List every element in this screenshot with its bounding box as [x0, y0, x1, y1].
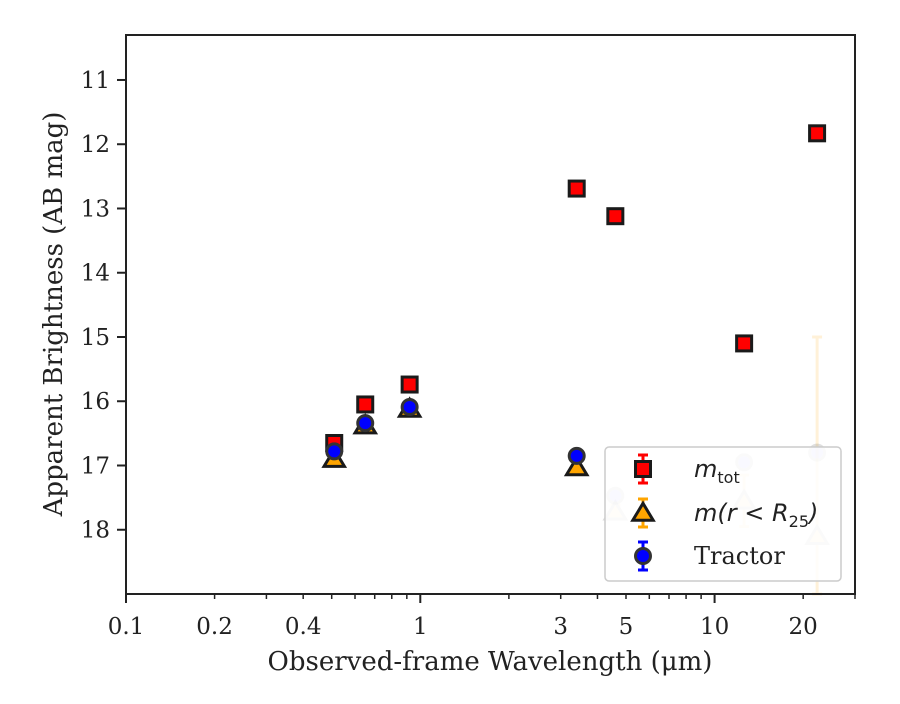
- marker-s1-p3: [563, 454, 590, 477]
- legend-box: [604, 446, 842, 582]
- plot-frame: [125, 34, 856, 595]
- y-axis-label: Apparent Brightness (AB mag): [39, 112, 69, 518]
- marker-s0-p6: [808, 124, 827, 143]
- y-tick-label-2: 13: [81, 196, 110, 222]
- legend-label-0: mtot: [694, 455, 740, 487]
- legend-marker-1: [630, 500, 656, 522]
- legend-marker-0: [634, 460, 652, 478]
- legend-label-1: m(r < R25): [694, 499, 818, 531]
- legend-item-2: Tractor: [634, 540, 785, 572]
- series-0: [325, 124, 827, 453]
- y-tick-label-0: 11: [81, 68, 110, 94]
- x-tick-label-3: 1: [413, 614, 428, 640]
- x-axis-label: Observed-frame Wavelength (μm): [268, 647, 713, 677]
- legend-item-1: m(r < R25): [630, 497, 818, 531]
- y-tick-label-7: 18: [81, 518, 110, 544]
- x-tick-label-1: 0.2: [196, 614, 233, 640]
- legend-marker-2: [634, 547, 652, 565]
- marker-s2-p1: [356, 414, 375, 433]
- marker-s2-p3: [567, 446, 586, 465]
- y-tick-label-3: 14: [81, 261, 110, 287]
- data-point-s2-p2: [400, 398, 419, 417]
- data-point-s0-p1: [356, 395, 375, 414]
- data-point-s0-p6: [808, 124, 827, 143]
- data-point-s1-p3: [563, 454, 590, 477]
- legend-item-0: mtot: [634, 453, 740, 487]
- legend: mtot m(r < R25) Tractor: [604, 446, 842, 582]
- marker-s0-p5: [735, 334, 754, 353]
- x-tick-label-2: 0.4: [285, 614, 322, 640]
- y-tick-label-4: 15: [81, 325, 110, 351]
- y-tick-label-5: 16: [81, 389, 110, 415]
- x-tick-label-6: 10: [700, 614, 729, 640]
- x-tick-label-7: 20: [789, 614, 818, 640]
- x-tick-label-4: 3: [553, 614, 568, 640]
- marker-s0-p2: [400, 375, 419, 394]
- marker-s2-p0: [325, 442, 344, 461]
- data-point-s2-p0: [325, 442, 344, 461]
- x-tick-label-0: 0.1: [108, 614, 145, 640]
- y-tick-label-6: 17: [81, 453, 110, 479]
- legend-label-2: Tractor: [694, 542, 785, 570]
- data-point-s0-p4: [606, 207, 625, 226]
- y-tick-label-1: 12: [81, 132, 110, 158]
- data-point-s0-p3: [567, 179, 586, 198]
- x-tick-label-5: 5: [619, 614, 634, 640]
- marker-s0-p3: [567, 179, 586, 198]
- data-point-s2-p3: [567, 446, 586, 465]
- data-point-s2-p1: [356, 414, 375, 433]
- data-point-s0-p2: [400, 375, 419, 394]
- data-point-s0-p5: [735, 334, 754, 353]
- marker-s0-p1: [356, 395, 375, 414]
- marker-s2-p2: [400, 398, 419, 417]
- marker-s0-p4: [606, 207, 625, 226]
